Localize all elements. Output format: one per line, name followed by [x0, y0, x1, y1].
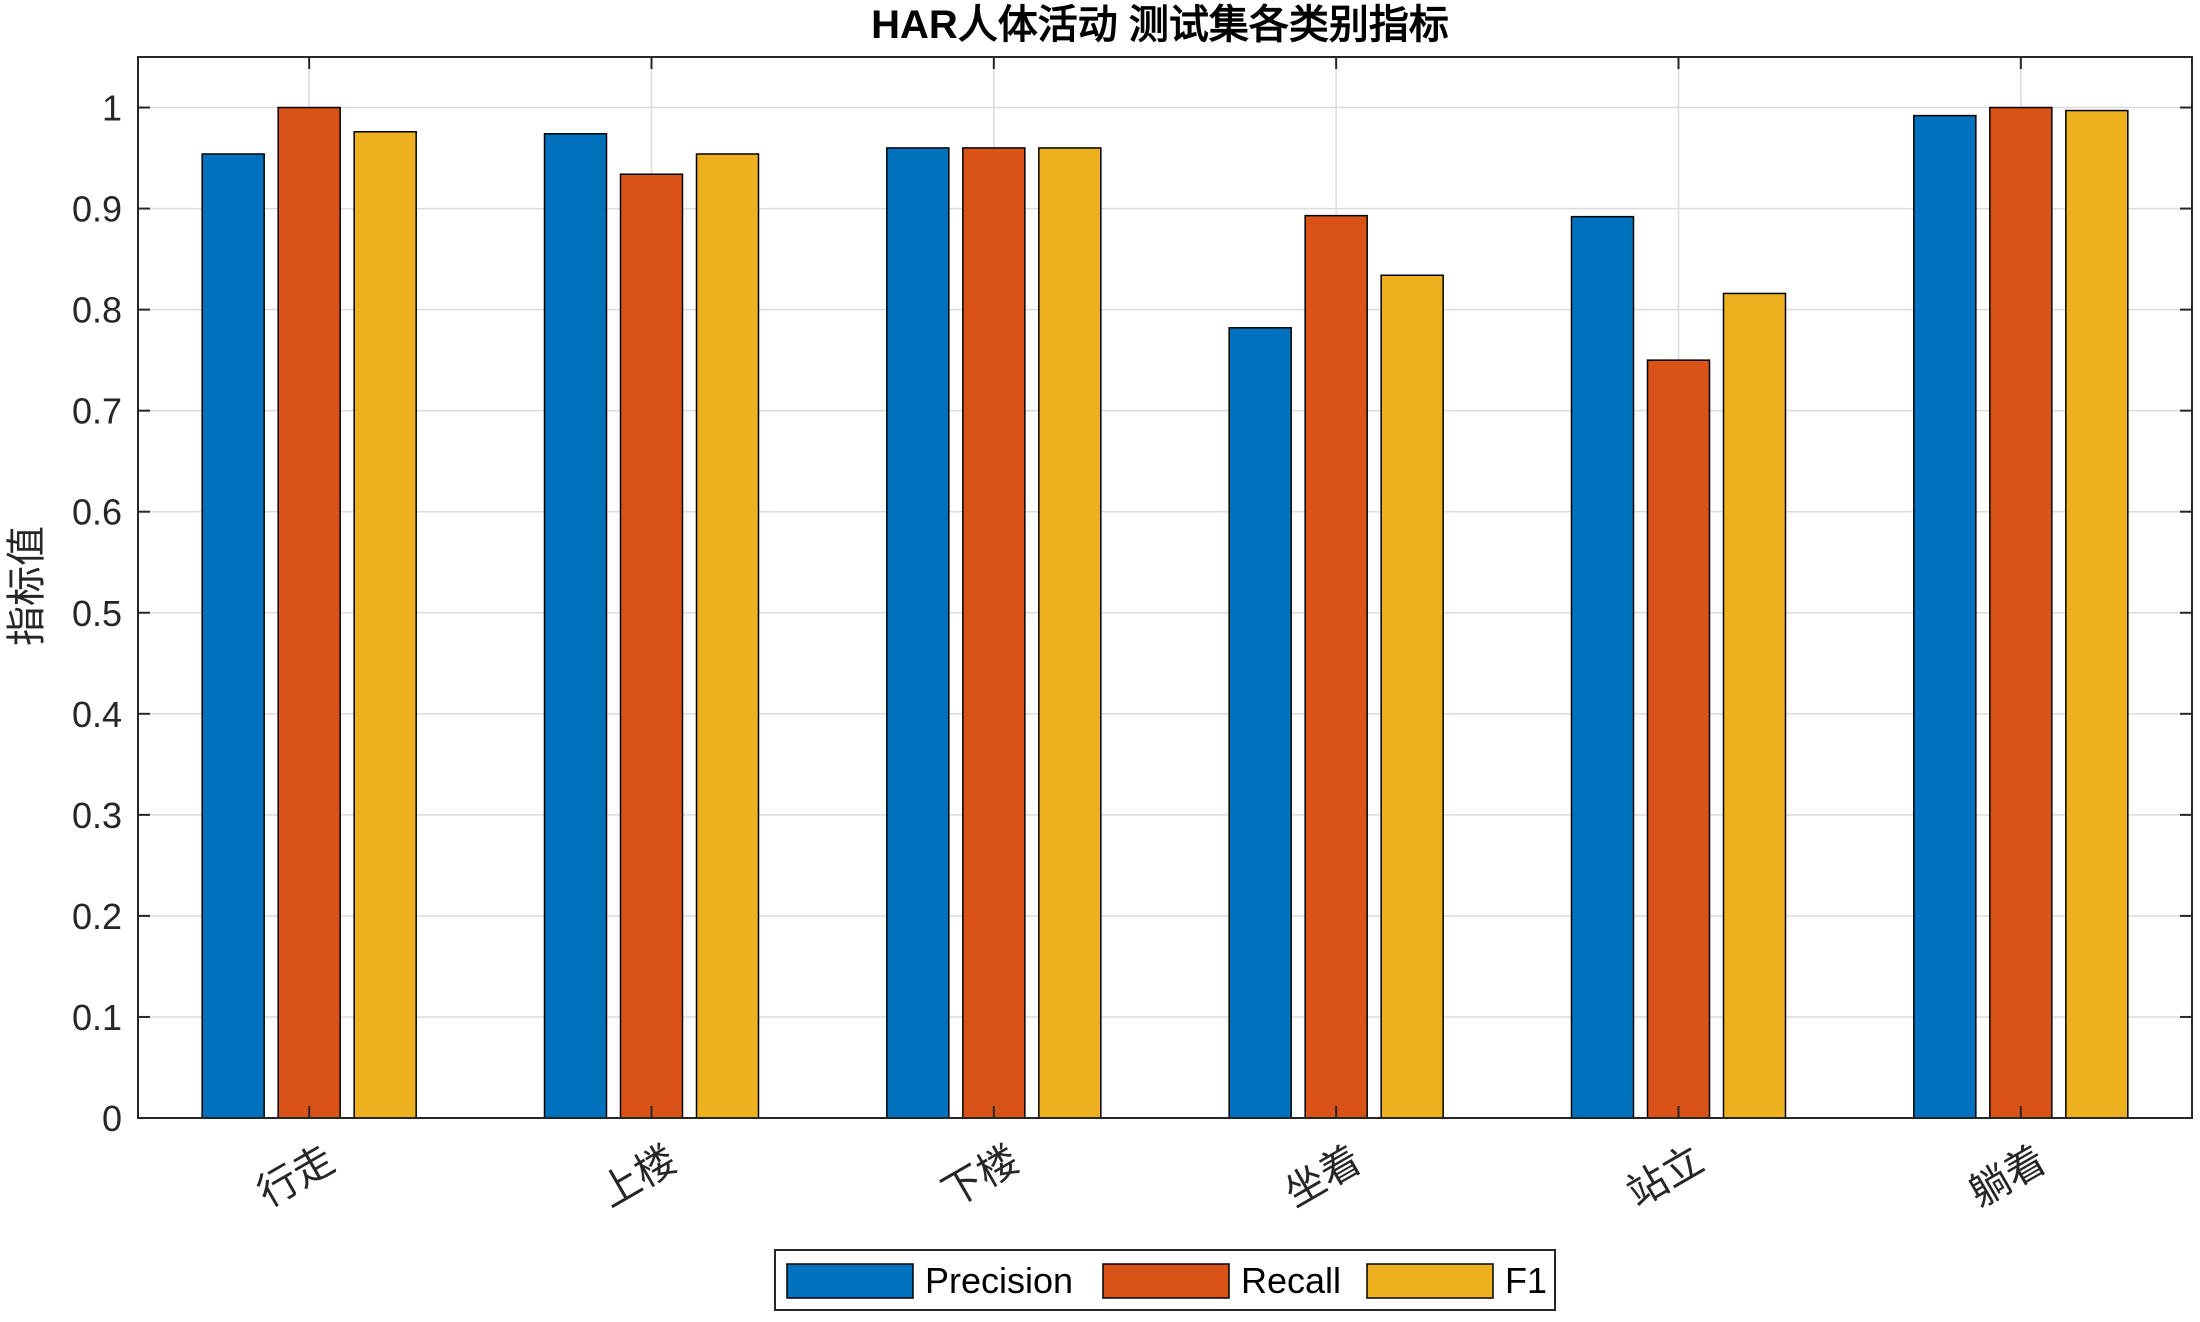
y-tick-label: 0.3 [72, 795, 122, 836]
y-tick-label: 0.5 [72, 593, 122, 634]
axes [137, 56, 2193, 1119]
bar-precision-0 [201, 153, 265, 1119]
bars [201, 106, 2129, 1119]
y-tick-label: 0.9 [72, 189, 122, 230]
bar-recall-2 [962, 147, 1026, 1119]
axes-box [137, 56, 2193, 1119]
chart-title: HAR人体活动 测试集各类别指标 [871, 3, 1449, 47]
y-tick-label: 1 [102, 88, 122, 129]
x-tick-label: 下楼 [935, 1138, 1026, 1216]
legend-swatch-f1 [1366, 1263, 1494, 1299]
legend: Precision Recall F1 [774, 1249, 1556, 1311]
y-tick-label: 0.4 [72, 694, 122, 735]
x-tick-label: 上楼 [593, 1138, 684, 1216]
x-tick-label: 躺着 [1962, 1138, 2053, 1216]
x-tick-label: 站立 [1620, 1138, 1711, 1216]
bar-recall-1 [619, 173, 684, 1119]
bar-precision-5 [1913, 114, 1977, 1119]
y-tick-label: 0.7 [72, 391, 122, 432]
bar-precision-3 [1228, 327, 1292, 1119]
bar-f1-3 [1380, 274, 1444, 1119]
grid-lines [138, 57, 2192, 1119]
y-axis-label: 指标值 [5, 526, 49, 646]
bar-f1-4 [1722, 292, 1787, 1119]
x-tick-label: 行走 [250, 1138, 341, 1216]
bar-precision-1 [543, 133, 608, 1119]
y-tick-label: 0.2 [72, 896, 122, 937]
bar-recall-4 [1646, 359, 1711, 1119]
y-tick-label: 0.1 [72, 997, 122, 1038]
bar-precision-2 [886, 147, 950, 1119]
bar-f1-1 [695, 153, 760, 1119]
legend-label-f1: F1 [1505, 1260, 1547, 1301]
plot-area [138, 57, 2192, 1118]
y-tick-label: 0.8 [72, 290, 122, 331]
bar-precision-4 [1570, 215, 1635, 1119]
bar-recall-3 [1304, 214, 1368, 1119]
legend-swatch-recall [1102, 1263, 1230, 1299]
legend-swatch-precision [786, 1263, 914, 1299]
bar-f1-0 [353, 131, 417, 1119]
bar-f1-5 [2065, 109, 2129, 1119]
bar-recall-5 [1989, 106, 2053, 1119]
bar-f1-2 [1038, 147, 1102, 1119]
y-tick-labels: 0 0.1 0.2 0.3 0.4 0.5 0.6 0.7 0.8 0.9 1 [72, 88, 122, 1139]
legend-label-precision: Precision [925, 1260, 1073, 1301]
x-tick-labels: 行走 上楼 下楼 坐着 站立 躺着 [250, 1138, 2053, 1216]
y-tick-label: 0 [102, 1098, 122, 1139]
bar-recall-0 [277, 106, 341, 1119]
y-tick-label: 0.6 [72, 492, 122, 533]
x-tick-label: 坐着 [1277, 1138, 1368, 1216]
legend-label-recall: Recall [1241, 1260, 1341, 1301]
